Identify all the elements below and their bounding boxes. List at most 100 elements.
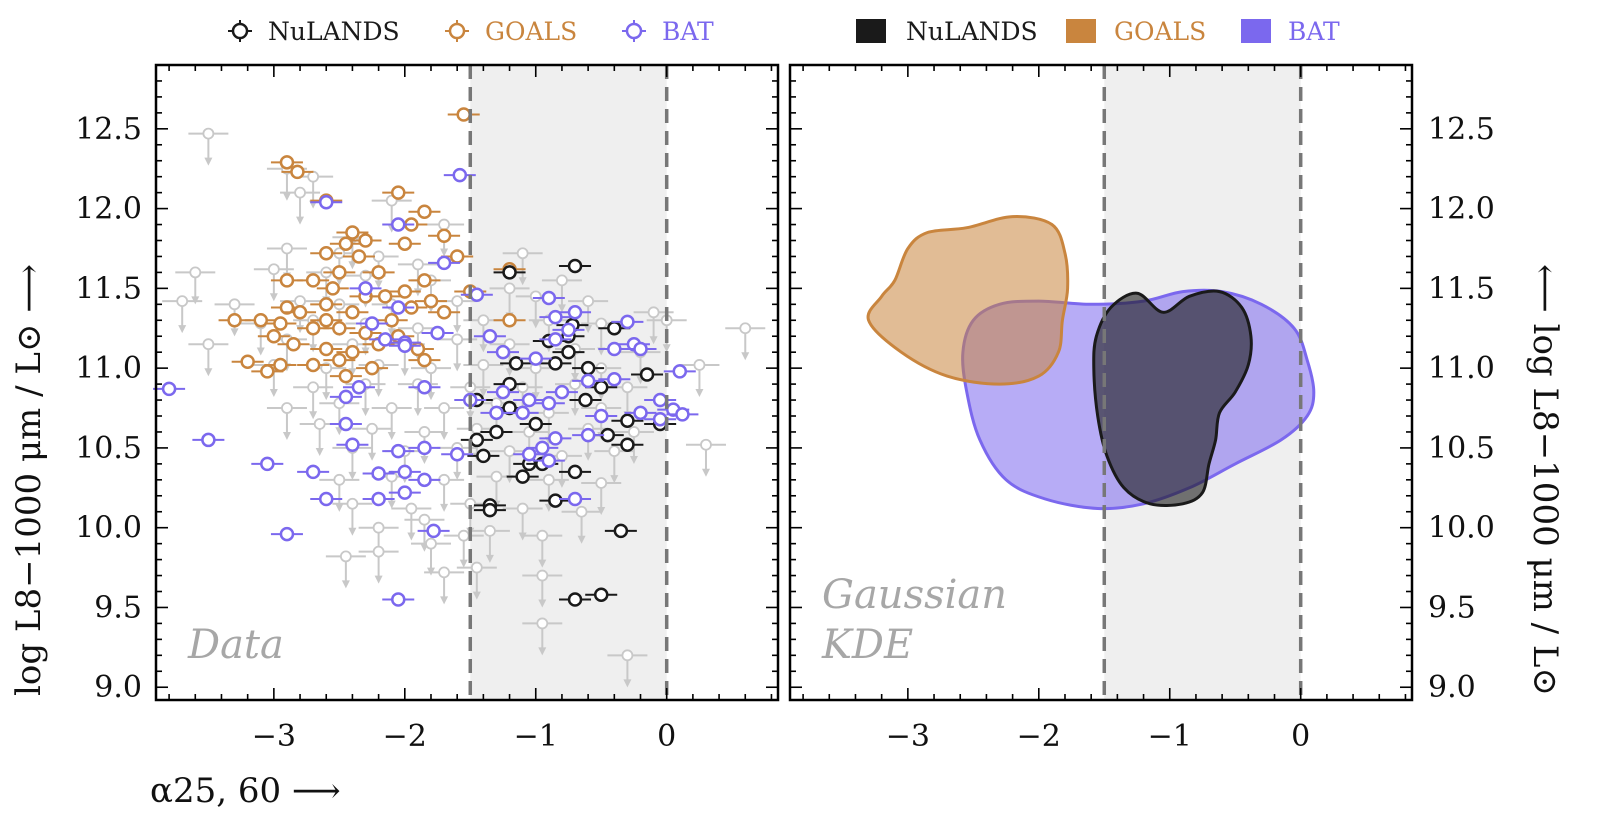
data-point [607,381,648,420]
data-point [310,194,343,210]
data-point [362,265,395,280]
upper-limit-arrowhead [374,280,383,289]
panel-label: Gaussian [822,572,1007,618]
upper-limit-arrowhead [577,535,586,544]
data-marker [253,313,269,328]
data-marker [391,300,406,315]
upper-limit-arrowhead [407,532,416,541]
data-marker [536,529,549,542]
data-point [456,561,497,600]
data-point [323,265,356,280]
kde-contour-nulands [1092,289,1253,507]
data-marker [202,127,215,140]
data-point [323,352,356,368]
upper-limit-arrowhead [387,328,396,337]
data-marker [647,306,660,319]
data-marker [607,321,622,336]
data-point [310,313,343,328]
data-marker [410,341,426,357]
data-point [342,249,375,264]
x-tick-label: −2 [1017,719,1061,754]
data-point [624,405,657,421]
data-marker [345,305,360,320]
legend-label: GOALS [485,17,577,46]
data-marker [521,392,537,408]
data-marker [535,440,550,456]
legend-swatch [856,19,886,43]
data-marker [364,360,380,376]
data-marker [529,290,542,303]
data-marker [593,408,609,424]
data-point [214,298,255,337]
upper-limit-arrowhead [623,679,632,688]
data-point [325,550,366,589]
data-marker [449,249,465,264]
data-marker [621,381,634,394]
data-marker [372,545,385,558]
data-marker [397,236,413,251]
data-point [382,217,415,232]
data-point [502,502,543,541]
upper-limit-arrowhead [400,368,409,377]
data-marker [580,373,596,389]
data-marker [338,389,354,405]
legend-label: BAT [662,17,714,46]
data-marker [372,521,385,534]
data-marker [313,418,326,430]
data-marker [528,351,543,366]
data-marker [639,367,655,382]
data-point [280,186,321,225]
legend-data-item-nulands: NuLANDS [228,17,400,46]
upper-limit-arrowhead [479,388,488,397]
upper-limit-arrowhead [348,261,357,270]
data-marker [580,427,596,443]
data-point [408,380,441,395]
upper-limit-arrowhead [701,468,710,477]
data-point [382,592,415,607]
data-marker [279,273,295,288]
data-point [437,295,478,334]
x-axis-label: α25, 60 ⟶ [150,771,341,811]
data-point [513,447,546,462]
data-marker [567,592,583,607]
legend-swatch [1241,19,1271,43]
upper-limit-arrowhead [413,408,422,417]
data-marker [391,443,406,459]
data-point [532,395,565,411]
data-point [404,513,445,552]
data-point [319,473,360,512]
data-point [500,356,533,371]
data-point [611,437,644,452]
data-marker [332,321,347,336]
data-marker [556,274,568,287]
data-marker [273,316,288,331]
data-point [218,313,251,328]
upper-limit-arrowhead [341,580,350,589]
data-marker [366,422,378,435]
data-point [424,566,465,605]
data-point [604,523,637,539]
y-tick-label: 10.0 [75,511,142,546]
data-point [489,445,530,484]
data-point [342,380,375,395]
data-marker [613,523,629,539]
data-marker [290,164,305,180]
data-point [607,649,648,688]
data-marker [739,322,752,335]
data-point [388,485,421,500]
data-marker [294,186,306,199]
data-marker [397,485,413,500]
data-marker [675,407,690,422]
data-point [666,407,699,422]
data-point [539,332,572,347]
data-point [316,281,349,296]
y-tick-label: 11.5 [1428,271,1495,306]
data-marker [567,491,583,507]
data-point [469,524,510,563]
upper-limit-arrowhead [426,392,435,401]
data-marker [620,413,635,429]
data-point [349,281,382,296]
data-marker [561,344,576,360]
data-point [559,305,592,320]
